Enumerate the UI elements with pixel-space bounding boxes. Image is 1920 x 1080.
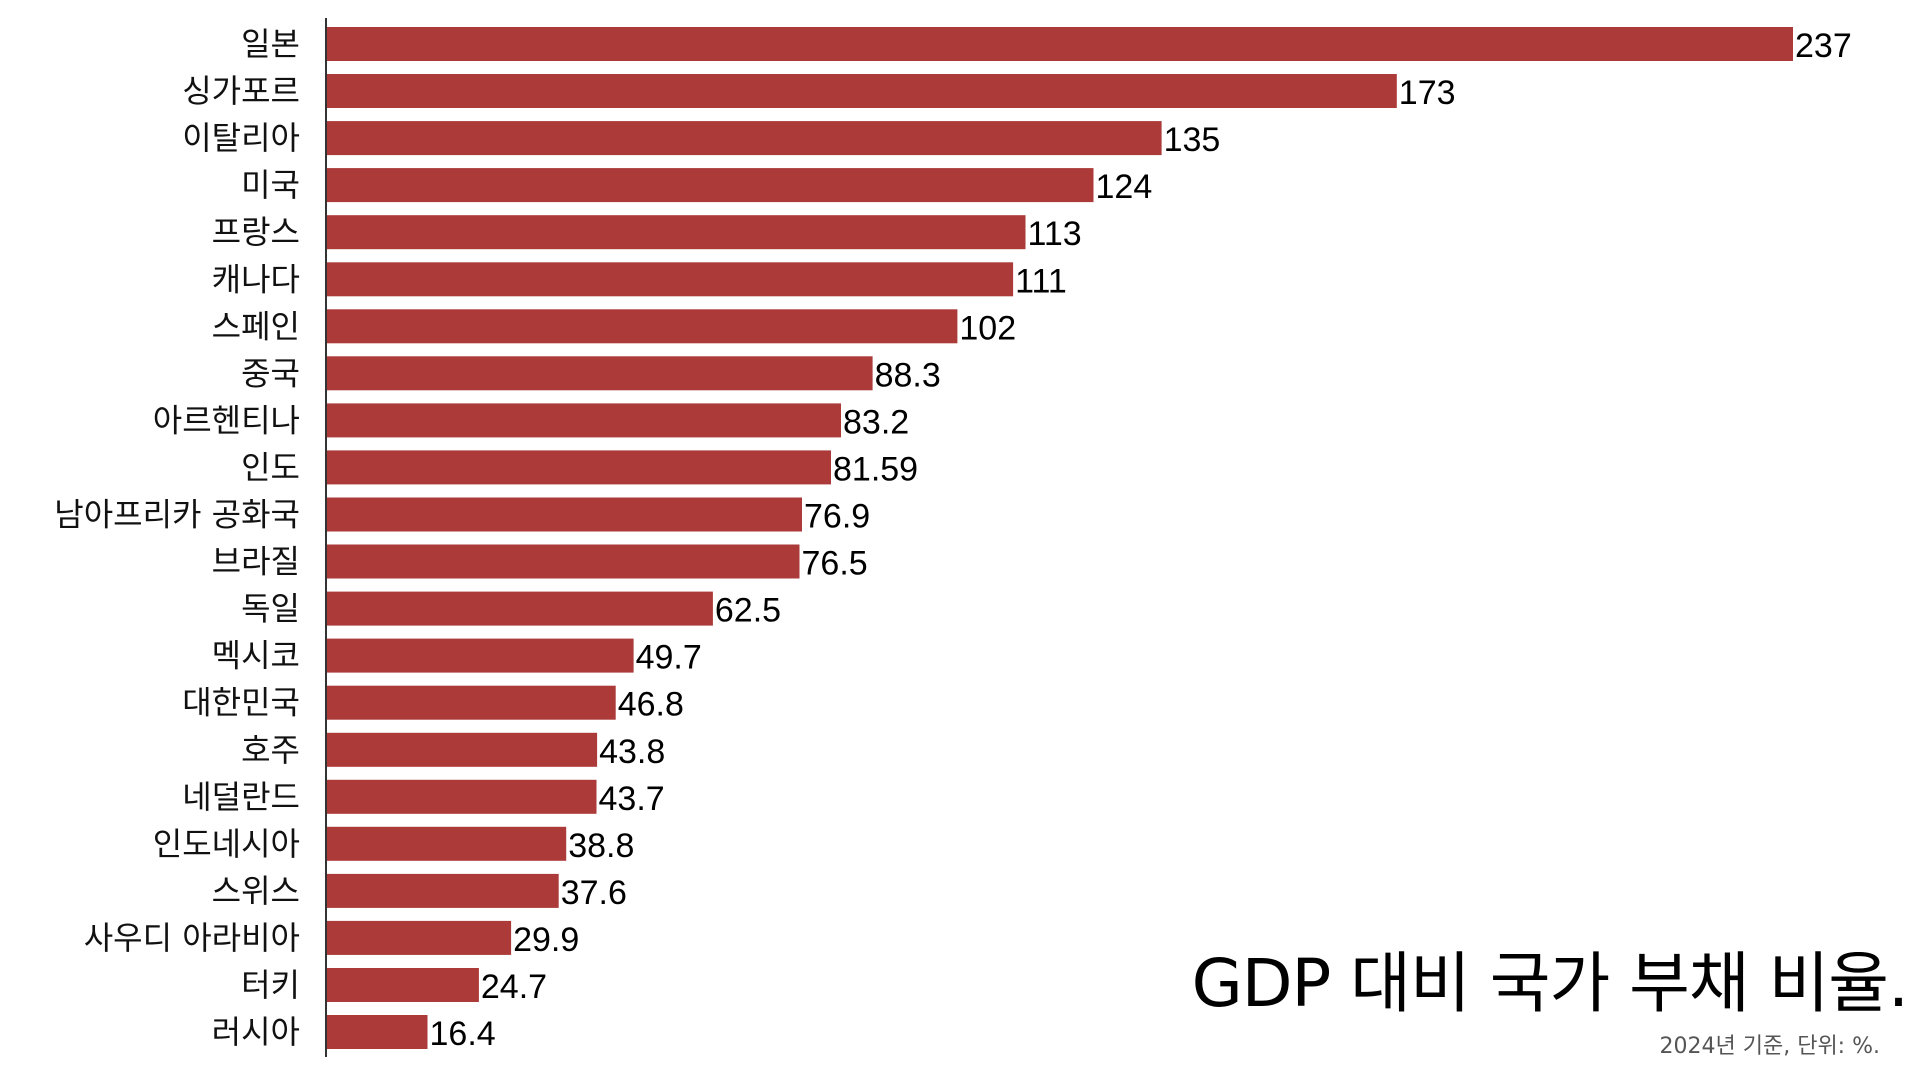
value-label: 37.6 — [561, 874, 627, 912]
bar — [326, 779, 597, 814]
bar — [326, 356, 873, 391]
category-label: 아르헨티나 — [153, 401, 300, 439]
value-labels-layer: 237 173 135 124 113 111 102 88.3 83.2 81.59 76.9 76… — [430, 27, 1852, 1053]
bar — [326, 27, 1793, 61]
category-label: 스페인 — [212, 307, 300, 345]
bar — [326, 497, 802, 532]
value-label: 76.9 — [804, 498, 870, 536]
value-label: 49.7 — [636, 639, 702, 677]
category-label: 이탈리아 — [182, 119, 300, 157]
value-label: 24.7 — [481, 968, 547, 1006]
category-label: 인도 — [241, 448, 300, 486]
bar — [326, 262, 1014, 297]
bar — [326, 74, 1397, 108]
value-label: 16.4 — [430, 1015, 496, 1053]
chart-title: GDP 대비 국가 부채 비율. — [1191, 945, 1909, 1022]
bar — [326, 873, 559, 908]
value-label: 88.3 — [875, 356, 941, 394]
value-label: 43.7 — [599, 780, 665, 818]
value-label: 76.5 — [802, 545, 868, 583]
category-label: 멕시코 — [212, 637, 300, 675]
value-label: 83.2 — [843, 403, 909, 441]
value-label: 43.8 — [599, 733, 665, 771]
category-label: 중국 — [241, 354, 300, 392]
bar — [326, 826, 567, 861]
category-label: 스위스 — [212, 872, 300, 910]
value-label: 111 — [1015, 262, 1067, 300]
value-label: 29.9 — [513, 921, 579, 959]
category-label: 미국 — [241, 166, 300, 204]
category-label: 프랑스 — [212, 213, 300, 251]
value-label: 46.8 — [618, 686, 684, 724]
bar — [326, 1015, 428, 1049]
category-label: 러시아 — [212, 1013, 300, 1051]
category-label: 대한민국 — [182, 684, 300, 722]
bar — [326, 403, 841, 438]
bar — [326, 732, 598, 767]
category-label: 일본 — [241, 25, 300, 63]
bars-layer — [326, 27, 1793, 1049]
value-label: 102 — [959, 309, 1016, 347]
bar — [326, 121, 1162, 156]
category-label: 브라질 — [212, 543, 300, 581]
category-label: 터키 — [241, 966, 300, 1004]
value-label: 62.5 — [715, 592, 781, 630]
bar — [326, 544, 800, 579]
bar — [326, 168, 1094, 203]
value-label: 173 — [1399, 74, 1456, 112]
bar — [326, 450, 831, 485]
category-label: 캐나다 — [212, 260, 300, 298]
value-label: 237 — [1795, 27, 1852, 65]
category-label: 인도네시아 — [153, 825, 300, 863]
value-label: 38.8 — [568, 827, 634, 865]
category-label: 호주 — [241, 731, 300, 769]
bar — [326, 638, 634, 673]
bar — [326, 215, 1026, 250]
category-label: 싱가포르 — [182, 72, 300, 110]
chart-subtitle: 2024년 기준, 단위: %. — [1659, 1034, 1880, 1059]
category-label: 사우디 아라비아 — [84, 919, 300, 957]
bar — [326, 920, 512, 955]
bar — [326, 685, 616, 720]
value-label: 135 — [1164, 121, 1221, 159]
value-label: 113 — [1028, 215, 1082, 253]
category-label: 네덜란드 — [182, 778, 300, 816]
bar — [326, 591, 713, 626]
category-label: 독일 — [241, 590, 300, 628]
value-label: 124 — [1096, 168, 1153, 206]
bar — [326, 968, 479, 1002]
bar — [326, 309, 958, 344]
value-label: 81.59 — [833, 450, 918, 488]
category-label: 남아프리카 공화국 — [54, 496, 300, 534]
